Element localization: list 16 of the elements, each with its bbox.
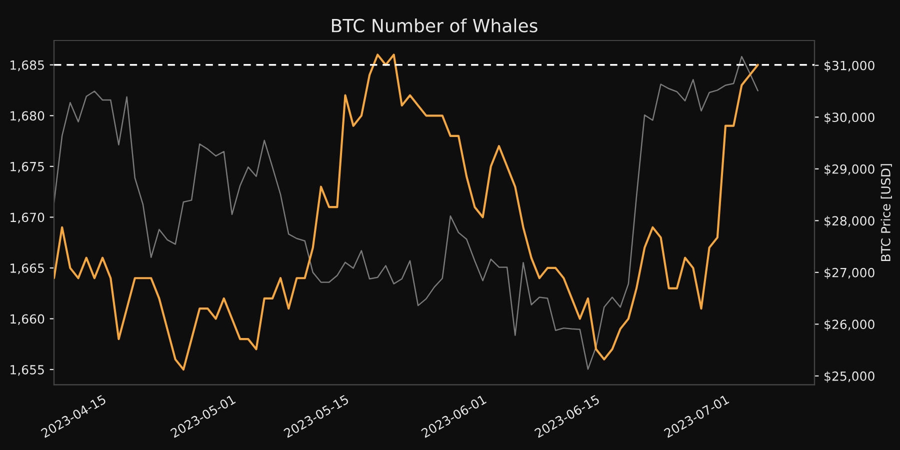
y-tick-label: 1,680 xyxy=(10,111,44,122)
y-tick-label: 1,655 xyxy=(10,364,44,376)
y-tick-label: 1,670 xyxy=(10,212,44,224)
y-tick-label: 1,660 xyxy=(10,314,44,325)
y2-axis-title: BTC Price [USD] xyxy=(880,164,892,261)
y-tick-label: 1,665 xyxy=(10,263,44,274)
y2-tick-label: $29,000 xyxy=(824,164,874,176)
y-tick-label: 1,675 xyxy=(10,162,44,173)
y-tick-label: 1,685 xyxy=(10,60,44,72)
y2-tick-label: $25,000 xyxy=(824,371,874,383)
y2-tick-label: $27,000 xyxy=(824,268,874,280)
chart-title: BTC Number of Whales xyxy=(332,18,538,32)
y2-tick-label: $26,000 xyxy=(824,319,874,331)
y2-tick-label: $30,000 xyxy=(824,112,874,124)
y2-tick-label: $28,000 xyxy=(824,216,874,228)
y2-tick-label: $31,000 xyxy=(824,60,874,72)
